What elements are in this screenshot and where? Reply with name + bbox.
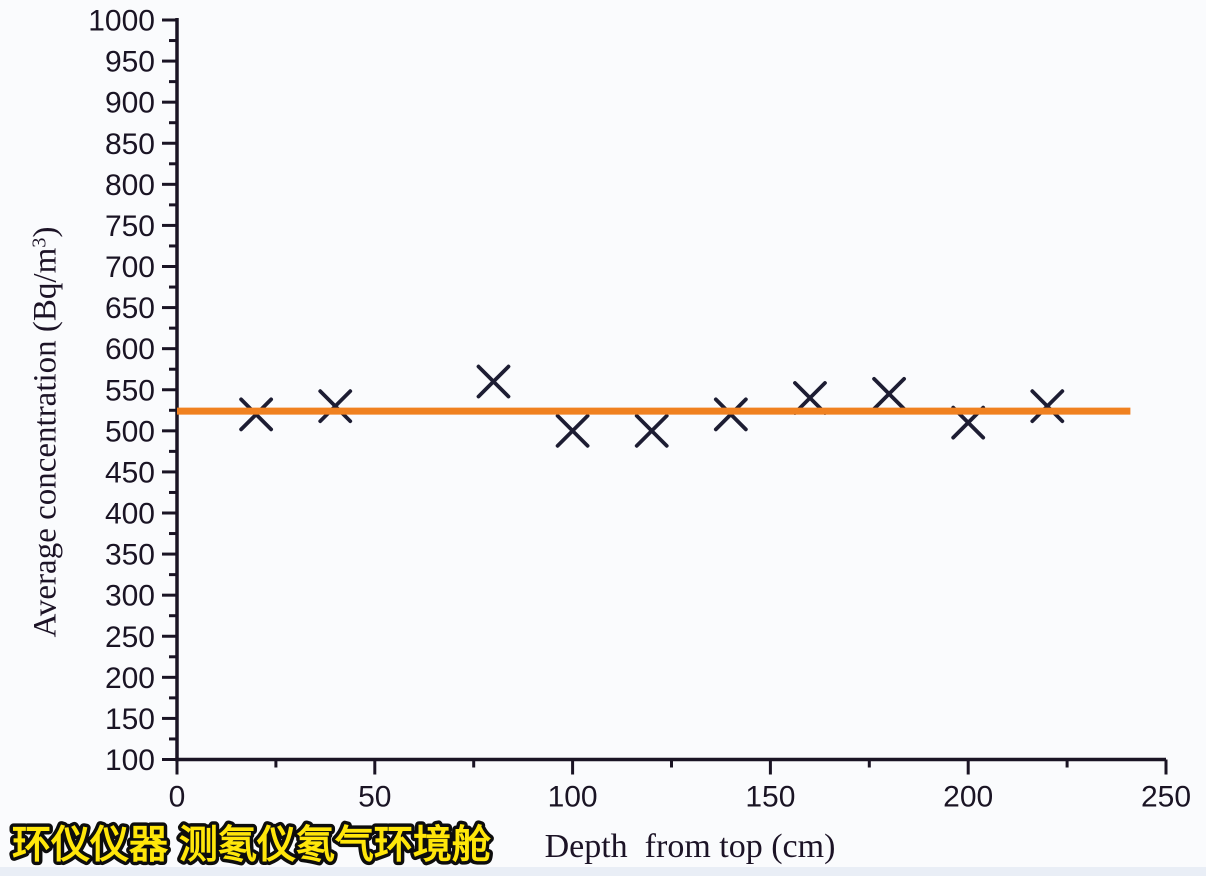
y-tick-label: 150 — [105, 703, 155, 736]
data-point — [555, 413, 590, 448]
x-tick-label: 200 — [943, 781, 993, 814]
y-tick-label: 450 — [105, 456, 155, 489]
x-axis-title: Depth from top (cm) — [544, 828, 836, 865]
data-point — [872, 376, 906, 411]
y-tick-label: 250 — [105, 621, 155, 654]
y-tick-label: 850 — [105, 128, 155, 161]
y-tick-label: 1000 — [88, 5, 155, 38]
data-point — [476, 364, 511, 399]
y-tick-label: 900 — [105, 87, 155, 120]
x-tick-label: 250 — [1141, 781, 1191, 814]
y-tick-label: 550 — [105, 374, 155, 407]
y-tick-label: 200 — [105, 662, 155, 695]
y-tick-label: 400 — [105, 498, 155, 531]
y-tick-label: 350 — [105, 539, 155, 572]
y-tick-label: 100 — [105, 744, 155, 777]
bottom-edge-band — [0, 867, 1206, 876]
y-tick-label: 500 — [105, 415, 155, 448]
y-tick-label: 300 — [105, 580, 155, 613]
y-tick-label: 750 — [105, 210, 155, 243]
y-tick-label: 700 — [105, 251, 155, 284]
x-tick-label: 0 — [169, 781, 186, 814]
x-tick-label: 50 — [358, 781, 391, 814]
x-tick-label: 100 — [548, 781, 598, 814]
x-tick-label: 150 — [745, 781, 795, 814]
data-point — [318, 389, 353, 424]
y-tick-label: 600 — [105, 333, 155, 366]
y-tick-label: 950 — [105, 46, 155, 79]
watermark-text: 环仪仪器 测氡仪氡气环境舱 — [12, 824, 491, 867]
y-tick-label: 650 — [105, 292, 155, 325]
y-tick-label: 800 — [105, 169, 155, 202]
data-point — [634, 413, 669, 448]
data-point — [1030, 389, 1065, 424]
